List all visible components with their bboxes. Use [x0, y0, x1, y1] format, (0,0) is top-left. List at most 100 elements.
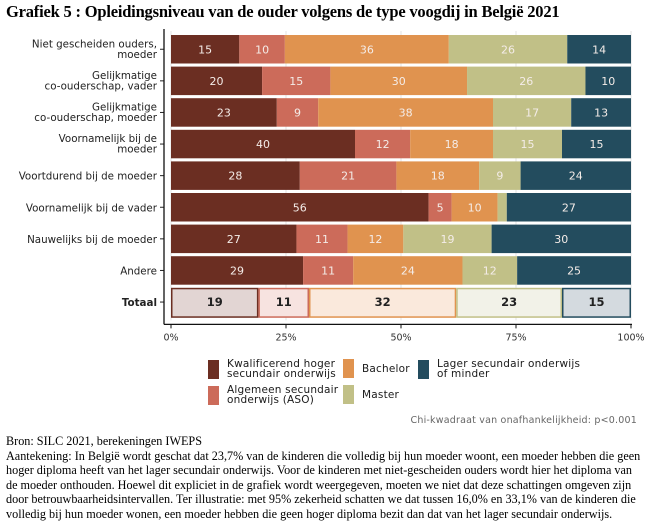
data-label: 36: [360, 43, 374, 56]
data-label: 29: [230, 264, 244, 277]
data-label: 13: [594, 106, 608, 119]
bar-segment: [585, 66, 631, 96]
category-label: Nauwelijks bij de moeder: [27, 234, 158, 246]
bar-segment: [171, 193, 429, 222]
bar-segment: [506, 193, 631, 222]
bar-segment: [171, 98, 277, 127]
bar-segment: [171, 129, 355, 159]
source-text: Bron: SILC 2021, berekeningen IWEPS: [6, 434, 202, 448]
bar-segment: [171, 35, 240, 64]
data-label: 12: [376, 138, 390, 151]
bar-segment: [296, 224, 348, 254]
total-bar-segment: [258, 287, 309, 318]
bar-segment: [493, 129, 562, 159]
bar-segment: [353, 256, 463, 285]
data-label: 5: [437, 201, 444, 214]
bar-segment: [355, 129, 411, 159]
data-label: 18: [445, 138, 459, 151]
data-label: 19: [207, 295, 223, 309]
category-label: moeder: [117, 144, 158, 156]
data-label: 32: [375, 295, 391, 309]
data-label: 11: [315, 233, 329, 246]
data-label: 12: [483, 264, 497, 277]
data-label: 23: [217, 106, 231, 119]
bar-segment: [303, 256, 354, 285]
chi-square-annotation: Chi-kwadraat van onafhankelijkheid: p<0.…: [410, 415, 637, 426]
data-label: 11: [321, 264, 335, 277]
data-label: 11: [276, 295, 292, 309]
bar-segment: [410, 129, 493, 159]
bar-segment: [491, 224, 631, 254]
data-label: 9: [496, 170, 503, 183]
category-label: Niet gescheiden ouders,: [32, 38, 157, 50]
data-label: 38: [399, 106, 413, 119]
total-bar-segment: [309, 287, 457, 318]
category-label: Andere: [120, 265, 157, 277]
legend-swatch: [343, 359, 354, 378]
data-label: 10: [601, 75, 615, 88]
bar-segment: [567, 35, 631, 64]
bar-segment: [330, 66, 468, 96]
category-label: Gelijkmatige: [92, 70, 157, 82]
data-label: 18: [431, 170, 445, 183]
category-label: Voornamelijk bij de vader: [26, 202, 158, 214]
bar-segment: [171, 66, 263, 96]
legend: Kwalificerend hoger secundair onderwijs A…: [208, 359, 628, 409]
legend-swatch: [418, 359, 429, 379]
legend-item-aso: Algemeen secundair onderwijs (ASO): [208, 385, 338, 405]
data-label: 12: [368, 233, 382, 246]
data-label: 24: [569, 170, 583, 183]
category-label: Totaal: [122, 297, 157, 309]
legend-label: Lager secundair onderwijs of minder: [437, 358, 581, 380]
bar-segment: [262, 66, 331, 96]
bar-segment: [396, 161, 480, 190]
category-label: co-ouderschap, moeder: [34, 112, 157, 124]
data-label: 17: [525, 106, 539, 119]
footer: Bron: SILC 2021, berekeningen IWEPS Aant…: [6, 434, 646, 522]
data-label: 19: [440, 233, 454, 246]
bar-segment: [318, 98, 493, 127]
data-label: 10: [255, 43, 269, 56]
data-label: 26: [501, 43, 515, 56]
data-label: 25: [567, 264, 581, 277]
data-label: 15: [521, 138, 535, 151]
data-label: 15: [588, 295, 604, 309]
bar-segment: [451, 193, 498, 222]
x-tick-label: 50%: [390, 332, 411, 343]
data-label: 10: [468, 201, 482, 214]
bar-segment: [171, 256, 304, 285]
bar-segment: [347, 224, 404, 254]
bar-segment: [171, 224, 297, 254]
x-tick-label: 25%: [275, 332, 296, 343]
bar-segment: [239, 35, 285, 64]
bar-segment: [493, 98, 572, 127]
data-label: 40: [256, 138, 270, 151]
total-bar-segment: [562, 287, 631, 318]
bar-segment: [284, 35, 449, 64]
bar-segment: [462, 256, 518, 285]
data-label: 20: [210, 75, 224, 88]
category-label: Voortdurend bij de moeder: [19, 171, 158, 183]
legend-swatch: [343, 385, 354, 404]
data-label: 24: [401, 264, 415, 277]
category-label: Voornamelijk bij de: [59, 133, 157, 145]
data-label: 27: [227, 233, 241, 246]
legend-swatch: [208, 385, 219, 405]
data-label: 21: [341, 170, 355, 183]
legend-item-bachelor: Bachelor: [343, 359, 410, 378]
bar-segment: [171, 161, 300, 190]
legend-item-kwalificerend: Kwalificerend hoger secundair onderwijs: [208, 359, 336, 379]
data-label: 27: [562, 201, 576, 214]
category-label: Gelijkmatige: [92, 101, 157, 113]
bar-segment: [520, 161, 631, 190]
x-tick-label: 100%: [617, 332, 644, 343]
category-label: moeder: [117, 49, 158, 61]
legend-item-master: Master: [343, 385, 399, 404]
x-tick-label: 75%: [505, 332, 526, 343]
data-label: 23: [501, 295, 517, 309]
bar-segment: [479, 161, 521, 190]
note-text: Aantekening: In België wordt geschat dat…: [6, 448, 641, 521]
bar-segment: [497, 193, 507, 222]
data-label: 9: [294, 106, 301, 119]
